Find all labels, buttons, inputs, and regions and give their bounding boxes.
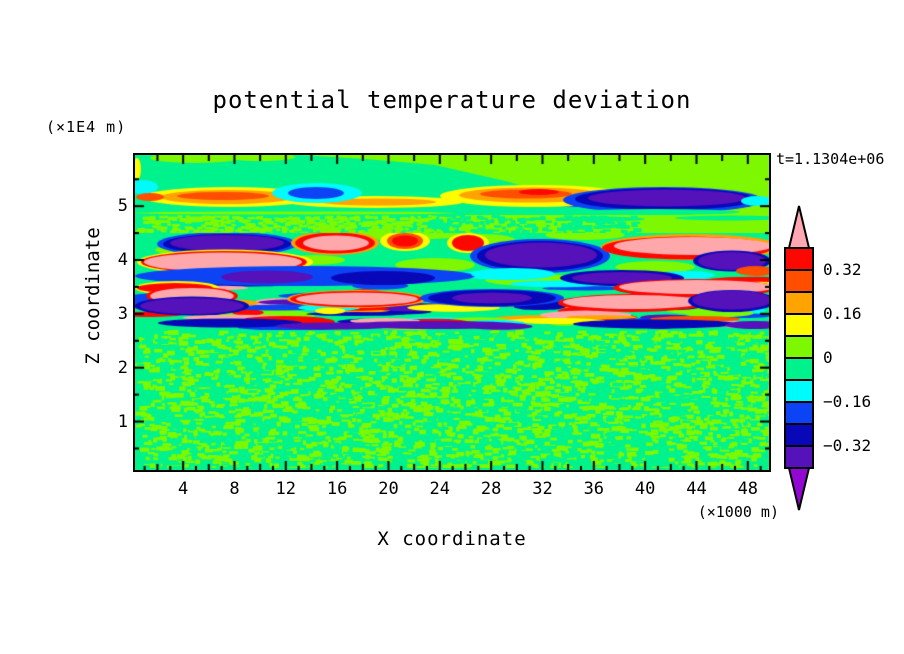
colorbar-box [784, 335, 814, 359]
plot-frame [133, 153, 771, 472]
colorbar-tick-label: −0.16 [823, 392, 872, 411]
chart-title: potential temperature deviation [212, 86, 692, 114]
colorbar-box [784, 247, 814, 271]
y-tick-label: 4 [117, 250, 128, 270]
x-tick-label: 24 [429, 479, 451, 499]
colorbar-box [784, 445, 814, 469]
colorbar-box [784, 357, 814, 381]
y-axis-unit-label: (×1E4 m) [46, 118, 127, 136]
x-tick-label: 40 [634, 479, 656, 499]
x-tick-label: 48 [737, 479, 759, 499]
heatmap-canvas [135, 155, 769, 470]
x-tick-label: 32 [532, 479, 553, 499]
colorbar-tick-label: 0.32 [823, 260, 862, 279]
colorbar-over-arrow [787, 205, 811, 249]
x-axis-unit-label: (×1000 m) [697, 503, 779, 521]
colorbar [784, 205, 814, 511]
x-tick-label: 36 [583, 479, 605, 499]
colorbar-tick-label: −0.32 [823, 436, 872, 455]
colorbar-box [784, 401, 814, 425]
y-tick-label: 5 [117, 196, 128, 217]
x-tick-label: 4 [178, 479, 189, 499]
x-tick-label: 8 [229, 479, 240, 499]
y-tick-label: 2 [117, 357, 128, 378]
time-annotation: t=1.1304e+06 [776, 150, 885, 168]
colorbar-under-arrow [787, 467, 811, 511]
colorbar-tick-label: 0 [823, 348, 833, 367]
colorbar-box [784, 269, 814, 293]
x-tick-label: 12 [275, 479, 297, 499]
x-tick-label: 28 [480, 479, 502, 499]
colorbar-box [784, 313, 814, 337]
y-tick-label: 3 [117, 303, 128, 324]
colorbar-box [784, 423, 814, 447]
y-tick-label: 1 [117, 411, 128, 432]
x-tick-label: 44 [686, 479, 707, 499]
colorbar-box [784, 291, 814, 315]
colorbar-box [784, 379, 814, 403]
x-axis-title: X coordinate [377, 528, 527, 550]
x-tick-label: 16 [326, 479, 348, 499]
x-tick-label: 20 [378, 479, 399, 499]
colorbar-tick-label: 0.16 [823, 304, 862, 323]
